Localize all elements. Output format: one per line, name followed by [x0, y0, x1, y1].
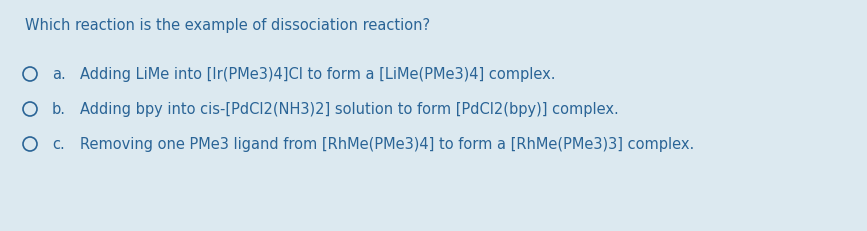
Text: c.: c. [52, 137, 65, 152]
Text: Which reaction is the example of dissociation reaction?: Which reaction is the example of dissoci… [25, 18, 430, 33]
Text: Removing one PMe3 ligand from [RhMe(PMe3)4] to form a [RhMe(PMe3)3] complex.: Removing one PMe3 ligand from [RhMe(PMe3… [80, 137, 694, 152]
Text: Adding bpy into cis-[PdCl2(NH3)2] solution to form [PdCl2(bpy)] complex.: Adding bpy into cis-[PdCl2(NH3)2] soluti… [80, 102, 619, 117]
Text: a.: a. [52, 67, 66, 82]
Text: Adding LiMe into [Ir(PMe3)4]Cl to form a [LiMe(PMe3)4] complex.: Adding LiMe into [Ir(PMe3)4]Cl to form a… [80, 67, 556, 82]
Text: b.: b. [52, 102, 66, 117]
